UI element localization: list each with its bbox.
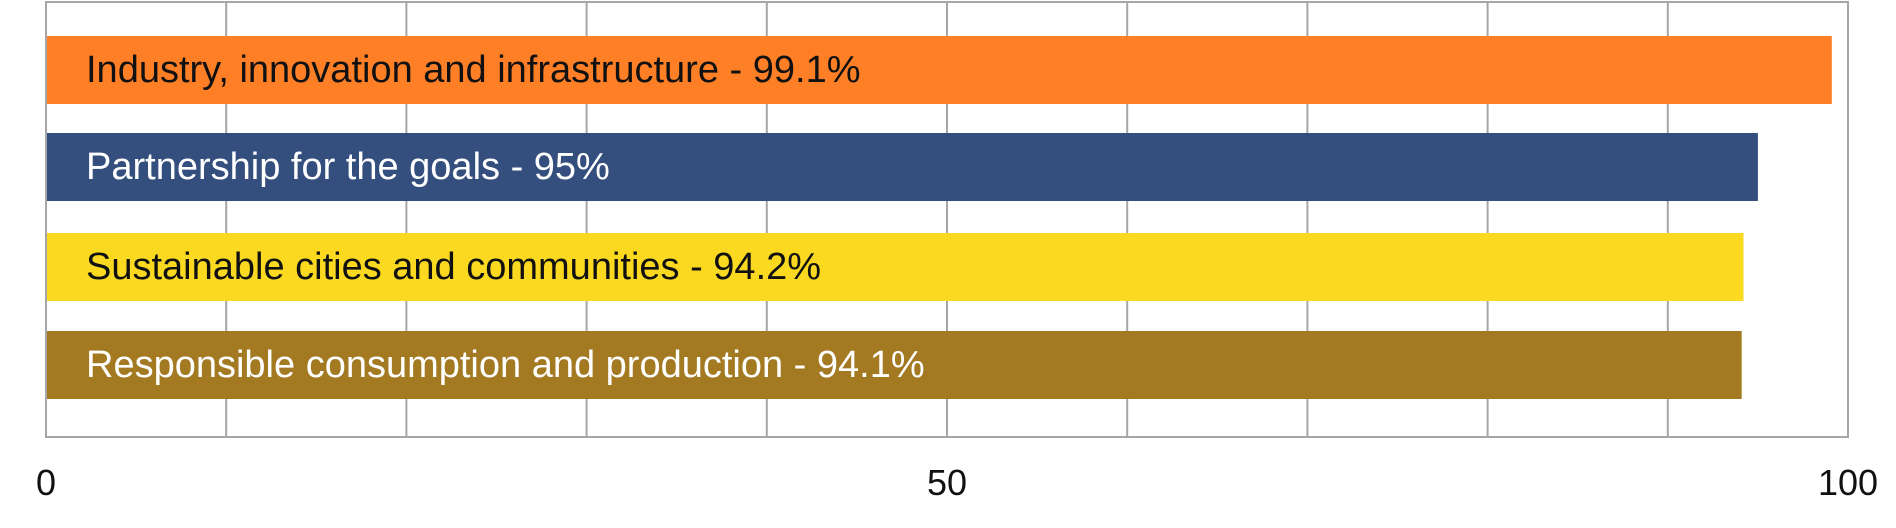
bar (46, 331, 1742, 399)
x-tick-label: 50 (927, 462, 967, 503)
x-axis-ticks: 0 50 100 (36, 462, 1878, 503)
x-tick-label: 100 (1818, 462, 1878, 503)
bar (46, 133, 1758, 201)
bar-label: Partnership for the goals - 95% (86, 146, 610, 188)
bar-label: Industry, innovation and infrastructure … (86, 49, 861, 91)
bars-group: Industry, innovation and infrastructure … (46, 36, 1832, 399)
bar (46, 233, 1744, 301)
plot-frame (45, 1, 1849, 438)
bar (46, 36, 1832, 104)
bar-label: Sustainable cities and communities - 94.… (86, 246, 821, 288)
bar-label: Responsible consumption and production -… (86, 344, 925, 386)
x-tick-label: 0 (36, 462, 56, 503)
